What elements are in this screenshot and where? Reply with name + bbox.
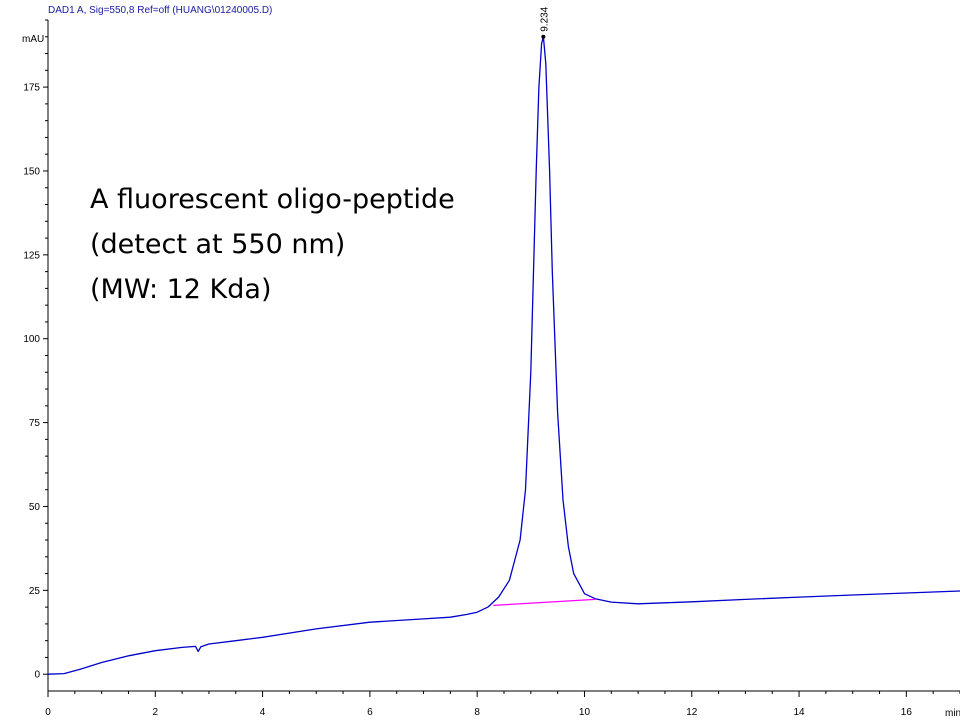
x-axis-unit-label: min (945, 708, 960, 719)
y-axis-unit-label: mAU (22, 34, 44, 45)
y-tick-label: 0 (34, 670, 40, 681)
x-tick-label: 0 (45, 707, 51, 718)
x-tick-label: 6 (367, 707, 373, 718)
y-tick-label: 175 (23, 83, 40, 94)
annotation-text: A fluorescent oligo-peptide (detect at 5… (90, 184, 455, 305)
x-tick-label: 4 (260, 707, 266, 718)
x-tick-label: 8 (474, 707, 480, 718)
y-tick-label: 100 (23, 334, 40, 345)
peak-marker: 9.234 (539, 6, 550, 39)
annotation-line-1: A fluorescent oligo-peptide (90, 184, 455, 215)
y-axis: 0 25 50 75 100 125 150 175 (23, 19, 49, 691)
y-tick-label: 150 (23, 166, 40, 177)
peak-dot (541, 34, 546, 39)
y-tick-label: 50 (29, 502, 41, 513)
x-axis: 0 2 4 6 8 10 12 14 16 (45, 690, 960, 718)
plot-series (47, 36, 960, 675)
signal-trace (47, 36, 960, 675)
y-tick-label: 125 (23, 250, 40, 261)
x-tick-label: 10 (579, 707, 591, 718)
x-tick-label: 2 (153, 707, 159, 718)
x-tick-label: 12 (686, 707, 698, 718)
x-tick-label: 16 (901, 707, 913, 718)
chart-header: DAD1 A, Sig=550,8 Ref=off (HUANG\0124000… (48, 5, 272, 16)
annotation-line-3: (MW: 12 Kda) (90, 274, 272, 305)
peak-retention-label: 9.234 (539, 6, 550, 31)
y-tick-label: 25 (29, 586, 41, 597)
y-tick-label: 75 (29, 418, 41, 429)
baseline-trace (493, 598, 596, 607)
annotation-line-2: (detect at 550 nm) (90, 229, 345, 260)
x-tick-label: 14 (793, 707, 805, 718)
